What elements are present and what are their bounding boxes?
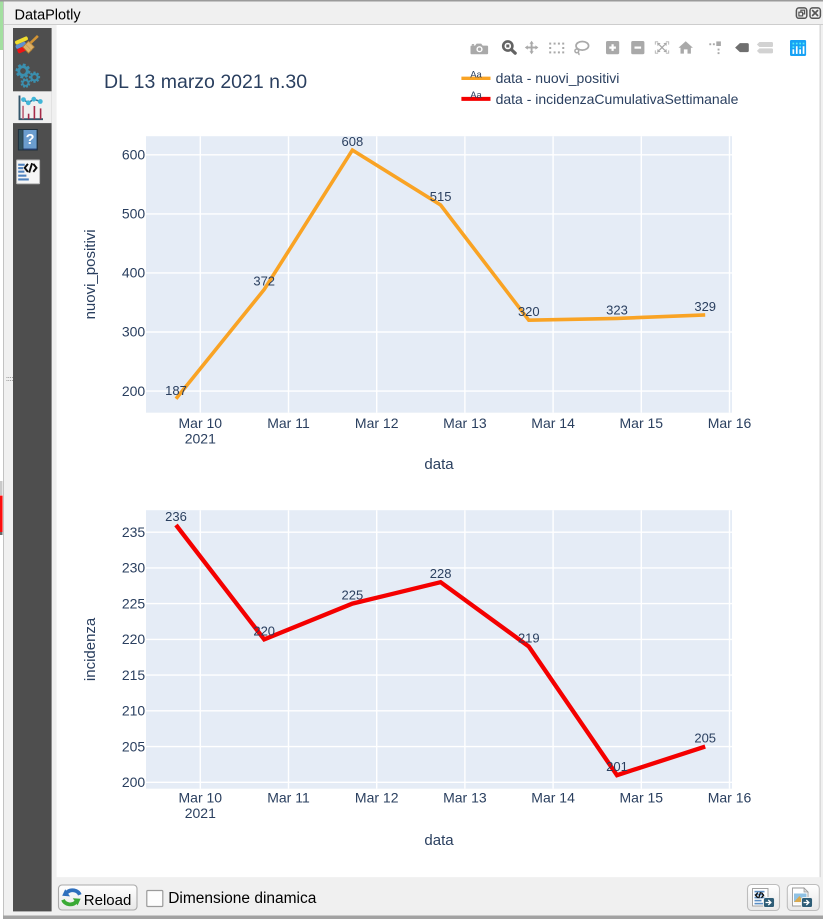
svg-text:Reload: Reload [84, 892, 132, 909]
svg-text:230: 230 [122, 560, 146, 576]
svg-text:data - nuovi_positivi: data - nuovi_positivi [496, 70, 620, 86]
svg-text:372: 372 [253, 273, 275, 288]
svg-text:235: 235 [122, 524, 146, 540]
svg-text:608: 608 [342, 134, 364, 149]
svg-text:500: 500 [122, 206, 146, 222]
svg-text:600: 600 [122, 146, 146, 162]
svg-text:220: 220 [122, 631, 146, 647]
svg-text:Mar 14: Mar 14 [531, 790, 575, 806]
svg-text:205: 205 [122, 738, 146, 754]
svg-text:187: 187 [165, 383, 187, 398]
svg-text:Mar 13: Mar 13 [443, 415, 487, 431]
svg-text:Mar 13: Mar 13 [443, 790, 487, 806]
svg-text:Mar 12: Mar 12 [355, 415, 399, 431]
svg-text:Mar 11: Mar 11 [267, 415, 310, 431]
svg-text:Aa: Aa [470, 90, 482, 101]
svg-text:320: 320 [518, 304, 540, 319]
svg-text:data - incidenzaCumulativaSett: data - incidenzaCumulativaSettimanale [496, 91, 739, 107]
svg-text:2021: 2021 [185, 431, 216, 447]
svg-text:205: 205 [694, 731, 716, 746]
svg-text:data: data [424, 456, 454, 473]
svg-text:DataPlotly: DataPlotly [15, 8, 82, 24]
svg-text:323: 323 [606, 302, 628, 317]
svg-text:data: data [424, 832, 454, 849]
svg-text:Mar 10: Mar 10 [179, 790, 223, 806]
svg-text:515: 515 [430, 189, 452, 204]
svg-text:400: 400 [122, 265, 146, 281]
svg-text:Aa: Aa [470, 69, 482, 80]
svg-text:210: 210 [122, 703, 146, 719]
svg-text:Mar 16: Mar 16 [708, 415, 752, 431]
svg-text:Mar 10: Mar 10 [179, 415, 223, 431]
svg-text:DL 13 marzo 2021 n.30: DL 13 marzo 2021 n.30 [104, 71, 307, 93]
svg-text:300: 300 [122, 324, 146, 340]
svg-text:2021: 2021 [185, 805, 216, 821]
svg-text:Mar 14: Mar 14 [531, 415, 575, 431]
svg-text:incidenza: incidenza [82, 617, 99, 681]
svg-text:219: 219 [518, 631, 540, 646]
svg-text:220: 220 [253, 623, 275, 638]
svg-text:?: ? [26, 132, 35, 148]
svg-text:215: 215 [122, 667, 146, 683]
svg-text:200: 200 [122, 383, 146, 399]
svg-text:225: 225 [122, 595, 146, 611]
svg-text:Mar 12: Mar 12 [355, 790, 399, 806]
svg-text:Mar 16: Mar 16 [708, 790, 752, 806]
svg-text:228: 228 [430, 566, 452, 581]
svg-text:200: 200 [122, 774, 146, 790]
svg-text:Mar 11: Mar 11 [267, 790, 310, 806]
svg-text:Dimensione dinamica: Dimensione dinamica [168, 890, 317, 907]
svg-text:nuovi_positivi: nuovi_positivi [82, 229, 99, 319]
svg-text:225: 225 [342, 588, 364, 603]
svg-text:236: 236 [165, 509, 187, 524]
svg-text:Mar 15: Mar 15 [620, 790, 664, 806]
svg-text:329: 329 [694, 299, 716, 314]
svg-text:Mar 15: Mar 15 [620, 415, 664, 431]
svg-text:201: 201 [606, 759, 628, 774]
